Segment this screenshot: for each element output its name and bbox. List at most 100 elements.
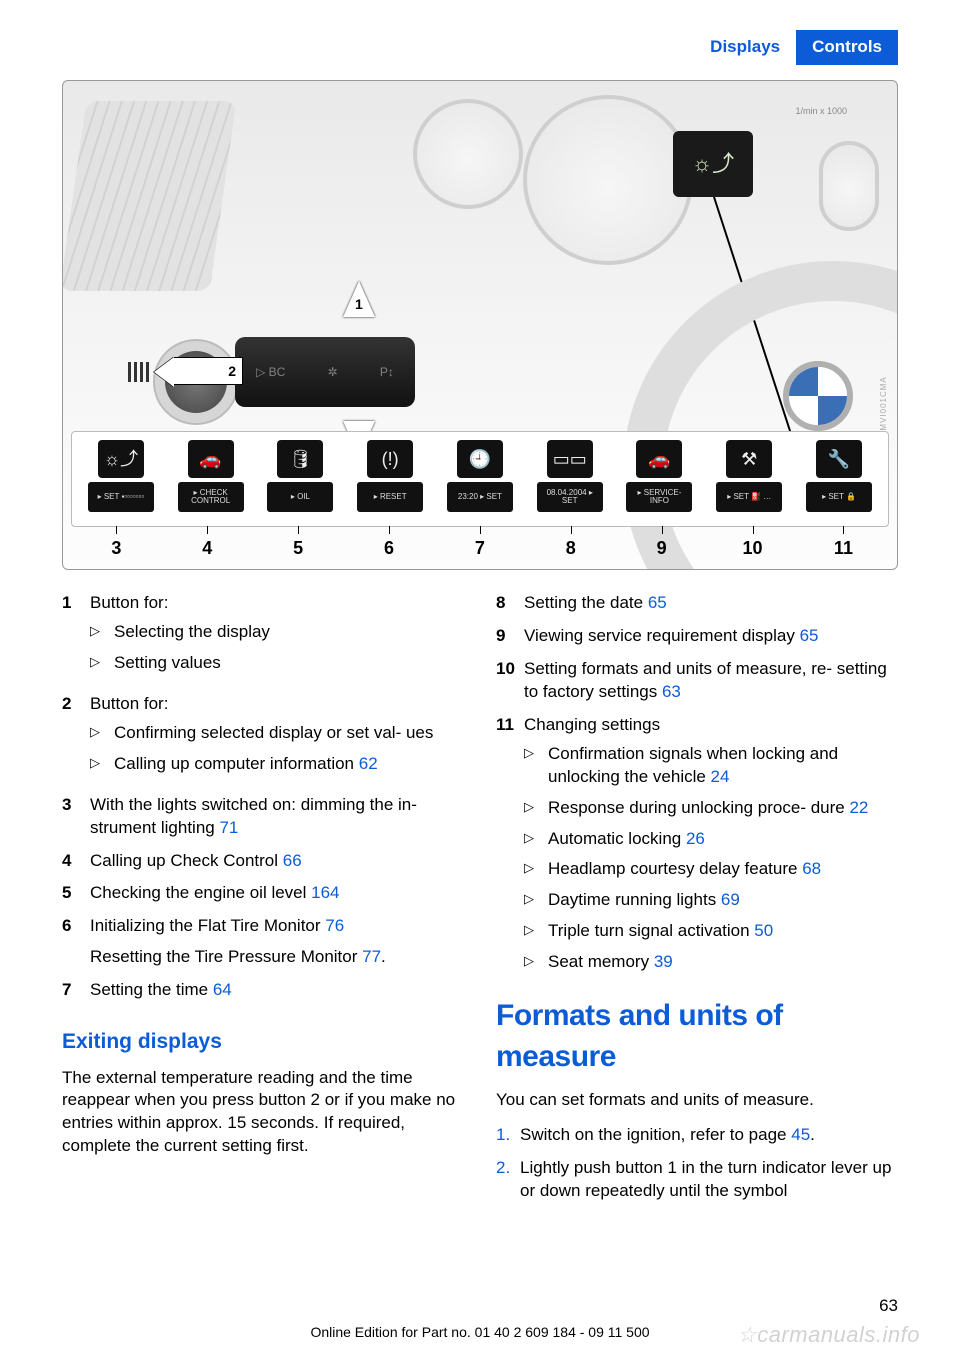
page-ref[interactable]: 64 — [208, 980, 232, 999]
page-ref[interactable]: 65 — [643, 593, 667, 612]
callout-item: 8Setting the date 65 — [496, 592, 898, 615]
strip-icon-label: ▸ SET ⛽ … — [716, 482, 782, 512]
strip-icon-glyph: 🚗 — [636, 440, 682, 478]
callout-body: Initializing the Flat Tire Monitor 76Res… — [90, 915, 464, 969]
strip-icon: 🚗 ▸ SERVICE-INFO — [621, 440, 697, 512]
sub-item: Automatic locking 26 — [524, 828, 898, 851]
callout-item: 9Viewing service requirement display 65 — [496, 625, 898, 648]
callout-number: 6 — [351, 536, 427, 560]
strip-icon-glyph: ⚒ — [726, 440, 772, 478]
page-ref[interactable]: 22 — [845, 798, 869, 817]
strip-icon-glyph: 🕘 — [457, 440, 503, 478]
callout-body: Setting formats and units of measure, re… — [524, 658, 898, 704]
sub-item: Daytime running lights 69 — [524, 889, 898, 912]
callout-body: Checking the engine oil level 164 — [90, 882, 464, 905]
page-ref[interactable]: 39 — [649, 952, 673, 971]
page-ref[interactable]: 77 — [357, 947, 381, 966]
strip-icon-label: ▸ SERVICE-INFO — [626, 482, 692, 512]
callout-number: 8 — [533, 536, 609, 560]
strip-icon: ☼⤴ ▸ SET ▪▫▫▫▫▫▫▫ — [83, 440, 159, 512]
callout-item: 10Setting formats and units of measure, … — [496, 658, 898, 704]
formats-intro: You can set formats and units of measure… — [496, 1089, 898, 1112]
tab-displays: Displays — [694, 30, 796, 65]
callout-body: Button for:Confirming selected display o… — [90, 693, 464, 784]
page-ref[interactable]: 24 — [706, 767, 730, 786]
strip-icon: ▭▭ 08.04.2004 ▸ SET — [532, 440, 608, 512]
page-ref[interactable]: 26 — [681, 829, 705, 848]
step-number: 1. — [496, 1124, 520, 1147]
tab-controls: Controls — [796, 30, 898, 65]
page-ref[interactable]: 63 — [657, 682, 681, 701]
strip-icon-label: 08.04.2004 ▸ SET — [537, 482, 603, 512]
sub-item: Headlamp courtesy delay feature 68 — [524, 858, 898, 881]
page-ref[interactable]: 76 — [321, 916, 345, 935]
callout-body: Calling up Check Control 66 — [90, 850, 464, 873]
sub-item: Response during unlocking proce‐ dure 22 — [524, 797, 898, 820]
callout-num: 10 — [496, 658, 524, 704]
strip-icon-label: ▸ SET ▪▫▫▫▫▫▫▫ — [88, 482, 154, 512]
page-ref[interactable]: 66 — [278, 851, 302, 870]
page-ref[interactable]: 50 — [750, 921, 774, 940]
callout-number: 4 — [169, 536, 245, 560]
callout-item: 1Button for:Selecting the displaySetting… — [62, 592, 464, 683]
callout-num: 3 — [62, 794, 90, 840]
callout-item: 4Calling up Check Control 66 — [62, 850, 464, 873]
strip-icon-label: 23:20 ▸ SET — [447, 482, 513, 512]
callout-number: 10 — [715, 536, 791, 560]
bmw-badge — [783, 361, 853, 431]
dashboard-figure: 1/min x 1000 ☼⤴ ▷ BC ✲ P↕ 2 ☼⤴▸ SET ▪▫▫▫… — [62, 80, 898, 570]
callout-num: 2 — [62, 693, 90, 784]
exiting-title: Exiting displays — [62, 1028, 464, 1056]
callout-num: 5 — [62, 882, 90, 905]
page-ref[interactable]: 69 — [716, 890, 740, 909]
stalk-mid: ✲ — [328, 364, 338, 380]
strip-icon-glyph: ▭▭ — [547, 440, 593, 478]
page-ref[interactable]: 164 — [306, 883, 339, 902]
strip-icon: ⚒ ▸ SET ⛽ … — [711, 440, 787, 512]
step-item: 1.Switch on the ignition, refer to page … — [496, 1124, 898, 1147]
callout-num: 1 — [62, 592, 90, 683]
callout-item: 2Button for:Confirming selected display … — [62, 693, 464, 784]
strip-icon-label: ▸ SET 🔒 — [806, 482, 872, 512]
callout-item: 6Initializing the Flat Tire Monitor 76Re… — [62, 915, 464, 969]
footer-text: Online Edition for Part no. 01 40 2 609 … — [0, 1323, 960, 1342]
callout-body: Button for:Selecting the displaySetting … — [90, 592, 464, 683]
callout-item: 7Setting the time 64 — [62, 979, 464, 1002]
callout-num: 7 — [62, 979, 90, 1002]
page-ref[interactable]: 68 — [797, 859, 821, 878]
callout-number: 5 — [260, 536, 336, 560]
icon-strip: ☼⤴▸ SET ▪▫▫▫▫▫▫▫🚗▸ CHECK CONTROL🛢▸ OIL(!… — [71, 431, 889, 527]
callout-num: 4 — [62, 850, 90, 873]
strip-icon-glyph: 🛢 — [277, 440, 323, 478]
callout-body: Viewing service requirement display 65 — [524, 625, 898, 648]
callout-number: 11 — [805, 536, 881, 560]
page-ref[interactable]: 62 — [354, 754, 378, 773]
callout-number-row: 34567891011 — [71, 535, 889, 561]
air-vent — [62, 101, 236, 291]
strip-icon: 🔧 ▸ SET 🔒 — [801, 440, 877, 512]
page-ref[interactable]: 45 — [791, 1125, 810, 1144]
sub-item: Seat memory 39 — [524, 951, 898, 974]
page-ref[interactable]: 71 — [215, 818, 239, 837]
callout-list-left: 1Button for:Selecting the displaySetting… — [62, 592, 464, 1002]
gauge-temp — [819, 141, 879, 231]
formats-title: Formats and units of measure — [496, 996, 898, 1077]
right-column: 8Setting the date 65 9Viewing service req… — [496, 592, 898, 1213]
sub-item: Confirmation signals when locking and un… — [524, 743, 898, 789]
strip-icon-glyph: ☼⤴ — [98, 440, 144, 478]
indicator-stalk: ▷ BC ✲ P↕ — [235, 337, 415, 407]
callout-item: 5Checking the engine oil level 164 — [62, 882, 464, 905]
strip-icon-glyph: 🔧 — [816, 440, 862, 478]
step-item: 2.Lightly push button 1 in the turn indi… — [496, 1157, 898, 1203]
formats-steps: 1.Switch on the ignition, refer to page … — [496, 1124, 898, 1203]
callout-arrow-2: 2 — [173, 357, 243, 385]
gauge-small — [413, 99, 523, 209]
sub-item: Triple turn signal activation 50 — [524, 920, 898, 943]
exiting-body: The external temperature reading and the… — [62, 1067, 464, 1159]
callout-number: 3 — [78, 536, 154, 560]
step-number: 2. — [496, 1157, 520, 1203]
callout-num: 9 — [496, 625, 524, 648]
strip-icon: 🛢 ▸ OIL — [262, 440, 338, 512]
strip-icon-label: ▸ OIL — [267, 482, 333, 512]
page-ref[interactable]: 65 — [795, 626, 819, 645]
